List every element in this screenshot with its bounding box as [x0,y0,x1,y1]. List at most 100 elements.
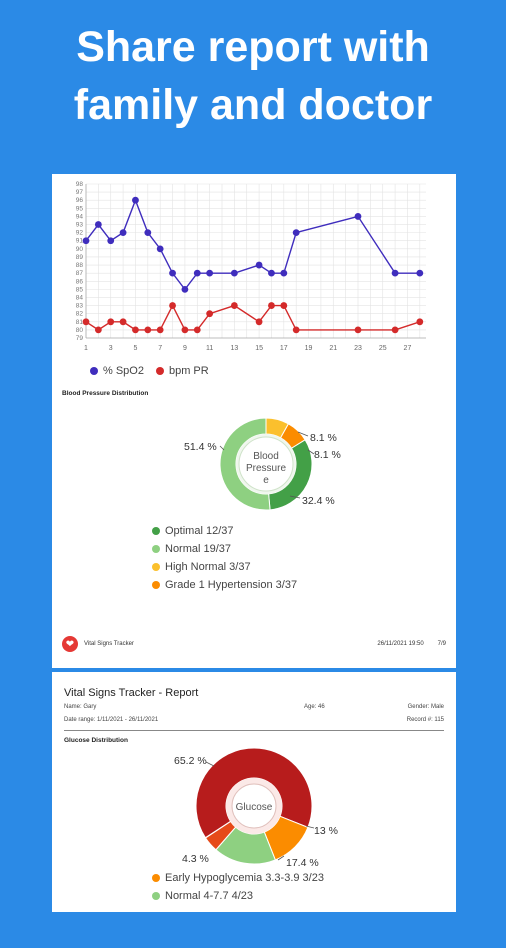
spo2-data-point [280,269,288,277]
glucose-legend-swatch-early-hypo [152,874,160,882]
x-tick-label: 23 [354,345,362,352]
bp-legend-swatch-optimal [152,527,160,535]
glucose-legend-item: Early Hypoglycemia 3.3-3.9 3/23 [152,869,324,887]
pr-data-point [416,318,424,326]
glucose-pct-label-normal: 17.4 % [286,857,319,869]
glucose-legend-item: Normal 4-7.7 4/23 [152,887,324,905]
pr-data-point [391,326,399,334]
bp-center-label: Pressure [246,463,286,474]
pr-data-point [144,326,152,334]
headline-line-2: family and doctor [73,81,433,129]
pr-data-point [354,326,362,334]
legend-item-spo2: % SpO2 [90,365,144,377]
legend-label-pr: bpm PR [168,365,209,377]
bp-leader-line [289,495,301,499]
y-tick-label: 91 [76,238,84,245]
y-tick-label: 82 [76,311,84,318]
bp-section-title: Blood Pressure Distribution [62,390,149,397]
x-tick-label: 1 [84,345,88,352]
pr-data-point [119,318,127,326]
bp-legend-item: Optimal 12/37 [152,522,297,540]
line-chart-legend: % SpO2 bpm PR [90,365,209,377]
bp-legend: Optimal 12/37 Normal 19/37 High Normal 3… [152,522,297,594]
spo2-data-point [416,269,424,277]
headline-line-1: Share report with [76,23,430,71]
bp-legend-swatch-grade1 [152,581,160,589]
legend-swatch-spo2 [90,367,98,375]
bp-legend-item: Grade 1 Hypertension 3/37 [152,576,297,594]
y-tick-label: 85 [76,286,84,293]
footer-timestamp: 26/11/2021 19:50 [377,641,424,647]
x-tick-label: 15 [255,345,263,352]
report-record-number: Record #: 115 [406,717,444,723]
spo2-data-point [132,196,139,204]
y-tick-label: 86 [76,278,84,285]
spo2-data-point [119,229,127,237]
page-footer: ❤ Vital Signs Tracker 26/11/2021 19:50 7… [62,634,446,654]
spo2-data-point [268,269,275,277]
glucose-legend-label-normal: Normal 4-7.7 4/23 [165,890,254,902]
y-tick-label: 90 [76,246,84,253]
x-tick-label: 3 [109,345,113,352]
report-date-range: Date range: 1/11/2021 - 26/11/2021 [64,717,159,723]
y-tick-label: 94 [76,213,84,220]
y-tick-label: 83 [76,303,84,310]
spo2-data-point [107,237,115,245]
spo2-data-point [206,269,214,277]
y-tick-label: 98 [76,181,84,188]
vitals-line-chart: 9897969594939291908988878685848382818079… [76,181,426,352]
x-tick-label: 25 [379,345,387,352]
spo2-data-point [82,237,90,245]
glucose-donut-inner-ring [231,783,277,829]
x-tick-label: 11 [206,345,213,352]
report-page-1: 98 97 96 95 94 93 92 91 90 89 88 87 86 85 84 83 82 81 80 79… [52,174,456,668]
pr-data-point [230,302,238,309]
bp-center-label: Blood [253,451,279,462]
patient-age: Age: 46 [304,704,325,710]
y-tick-label: 81 [76,319,84,326]
glucose-leader-line [277,855,285,861]
y-tick-label: 89 [76,254,84,261]
y-tick-label: 84 [76,294,84,301]
x-tick-label: 7 [158,345,162,352]
glucose-pct-label-hypo: 4.3 % [182,853,209,865]
bp-legend-item: Normal 19/37 [152,540,297,558]
y-tick-label: 96 [76,197,84,204]
pr-data-point [107,318,115,326]
spo2-data-point [354,213,362,220]
bp-legend-label-high-normal: High Normal 3/37 [165,561,251,573]
pr-data-point [193,326,201,334]
x-tick-label: 21 [329,345,337,352]
x-tick-label: 13 [230,345,238,352]
pr-data-point [268,302,275,309]
pr-data-point [292,326,300,334]
glucose-center-label: Glucose [236,802,273,813]
spo2-data-point [181,285,189,293]
heart-logo-icon: ❤ [62,636,78,652]
x-tick-label: 9 [183,345,187,352]
bp-pct-label-grade1: 8.1 % [314,449,341,461]
patient-name: Name: Gary [64,704,97,710]
spo2-data-point [255,261,263,269]
legend-item-pr: bpm PR [155,365,209,377]
glucose-legend-label-early-hypo: Early Hypoglycemia 3.3-3.9 3/23 [165,872,324,884]
pr-data-point [280,302,288,309]
x-tick-label: 19 [305,345,313,352]
glucose-leader-line [305,825,315,829]
bp-leader-line [219,445,225,451]
report-title: Vital Signs Tracker - Report [64,687,199,699]
bp-legend-swatch-normal [152,545,160,553]
spo2-data-point [94,221,102,228]
spo2-data-point [169,269,176,277]
y-tick-label: 93 [76,222,84,229]
pr-data-point [181,326,189,334]
legend-swatch-pr [155,367,164,375]
spo2-data-point [391,269,399,277]
glucose-legend: Early Hypoglycemia 3.3-3.9 3/23 Normal 4… [152,869,324,905]
footer-page-number: 7/9 [437,641,446,647]
glucose-section-title: Glucose Distribution [64,737,128,744]
spo2-series-line [85,198,420,291]
spo2-data-point [292,229,300,237]
pr-data-point [82,318,90,326]
